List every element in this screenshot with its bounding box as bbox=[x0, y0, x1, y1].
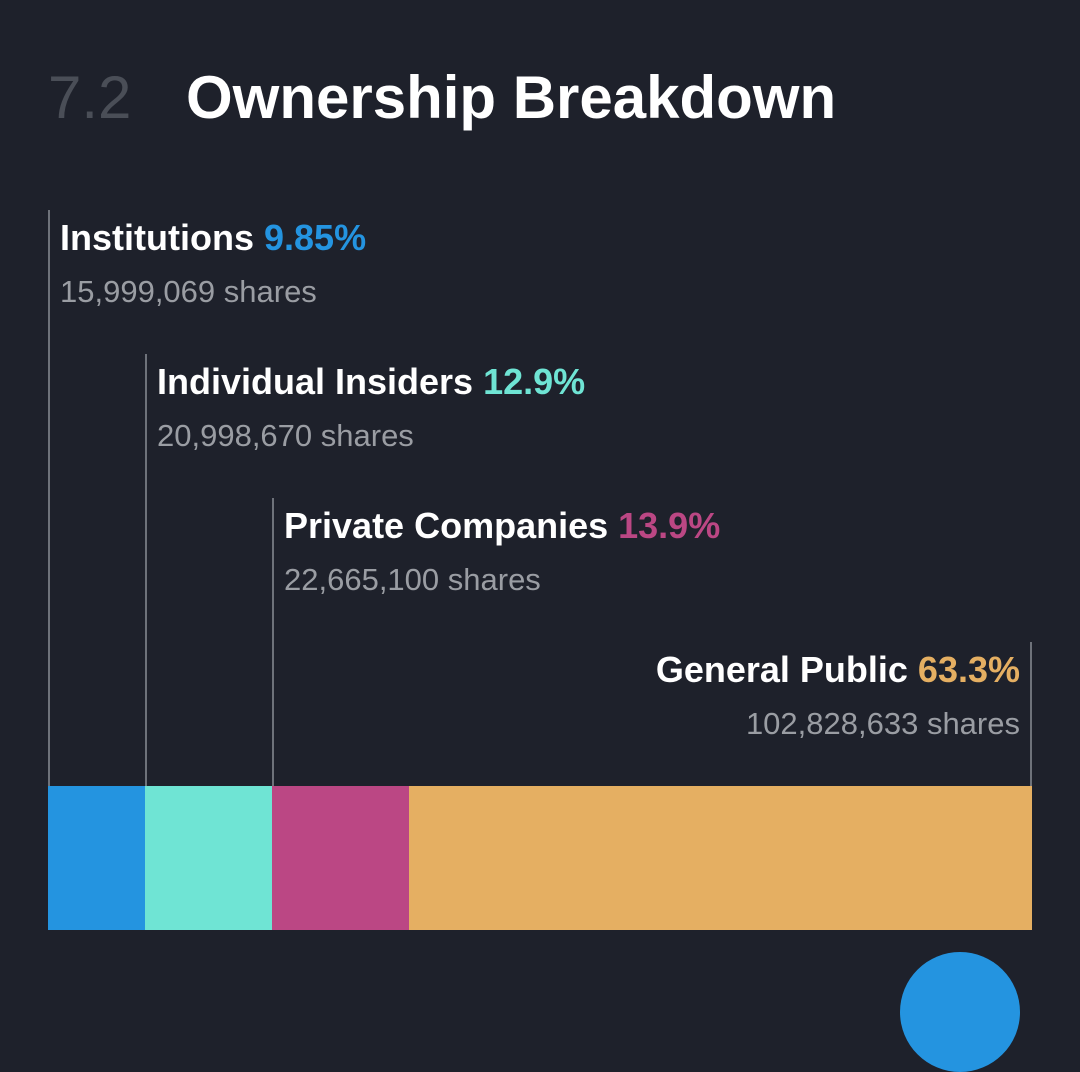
category-label: General Public bbox=[655, 649, 908, 690]
legend-label-general-public: General Public 63.3% 102,828,633 shares bbox=[656, 648, 1020, 744]
percent-label: 12.9% bbox=[483, 361, 586, 402]
leader-line-institutions bbox=[48, 210, 50, 786]
section-title: Ownership Breakdown bbox=[186, 64, 837, 131]
legend-label-institutions: Institutions 9.85% 15,999,069 shares bbox=[60, 216, 366, 312]
percent-label: 63.3% bbox=[917, 649, 1020, 690]
leader-line-individual-insiders bbox=[145, 354, 147, 786]
shares-label: 22,665,100 shares bbox=[284, 562, 541, 597]
floating-action-button[interactable] bbox=[900, 952, 1020, 1072]
category-name-private-companies: Private Companies 13.9% bbox=[284, 504, 720, 548]
bar-segment-general-public[interactable] bbox=[409, 786, 1032, 930]
shares-label: 102,828,633 shares bbox=[745, 706, 1020, 741]
category-name-general-public: General Public 63.3% bbox=[656, 648, 1020, 692]
section-number: 7.2 bbox=[48, 64, 132, 131]
shares-label: 15,999,069 shares bbox=[60, 274, 317, 309]
legend-label-private-companies: Private Companies 13.9% 22,665,100 shares bbox=[284, 504, 720, 600]
bar-segment-individual-insiders[interactable] bbox=[145, 786, 272, 930]
percent-label: 9.85% bbox=[264, 217, 367, 258]
category-label: Institutions bbox=[60, 217, 254, 258]
leader-line-private-companies bbox=[272, 498, 274, 786]
bar-segment-private-companies[interactable] bbox=[272, 786, 409, 930]
percent-label: 13.9% bbox=[618, 505, 721, 546]
category-name-institutions: Institutions 9.85% bbox=[60, 216, 366, 260]
category-name-individual-insiders: Individual Insiders 12.9% bbox=[157, 360, 585, 404]
category-label: Individual Insiders bbox=[157, 361, 474, 402]
leader-line-general-public bbox=[1030, 642, 1032, 786]
legend-label-individual-insiders: Individual Insiders 12.9% 20,998,670 shar… bbox=[157, 360, 585, 456]
shares-label: 20,998,670 shares bbox=[157, 418, 414, 453]
category-label: Private Companies bbox=[284, 505, 609, 546]
bar-segment-institutions[interactable] bbox=[48, 786, 145, 930]
